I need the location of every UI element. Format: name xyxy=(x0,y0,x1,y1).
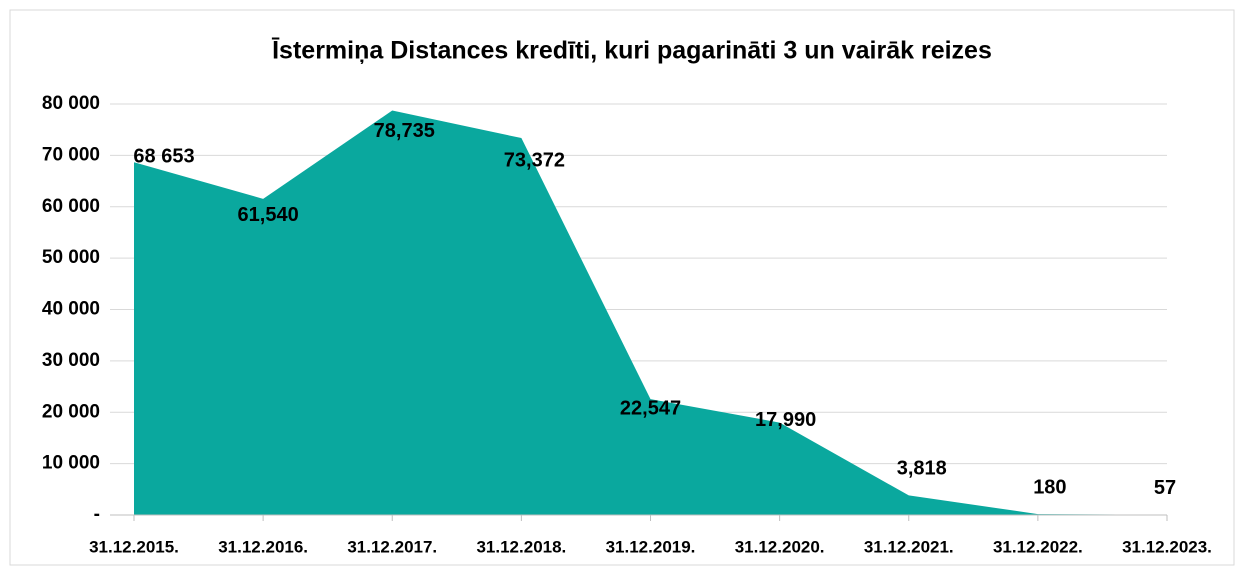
data-label: 17,990 xyxy=(755,409,816,431)
y-tick-label: 80 000 xyxy=(42,93,100,114)
y-tick-label: - xyxy=(94,504,100,525)
x-tick-label: 31.12.2016. xyxy=(218,537,308,556)
y-tick-label: 10 000 xyxy=(42,453,100,474)
x-tick-label: 31.12.2021. xyxy=(864,537,954,556)
y-tick-label: 70 000 xyxy=(42,144,100,165)
data-label: 22,547 xyxy=(620,397,681,419)
data-label: 61,540 xyxy=(238,204,299,226)
x-tick-label: 31.12.2022. xyxy=(993,537,1083,556)
data-label: 68 653 xyxy=(133,146,194,168)
x-tick-label: 31.12.2019. xyxy=(606,537,696,556)
data-label: 73,372 xyxy=(504,149,565,171)
data-label: 180 xyxy=(1033,476,1066,498)
area xyxy=(134,110,1167,516)
data-label: 57 xyxy=(1154,477,1176,499)
x-tick-label: 31.12.2023. xyxy=(1122,537,1212,556)
data-label: 3,818 xyxy=(897,458,947,480)
x-tick-label: 31.12.2015. xyxy=(89,537,179,556)
y-tick-label: 30 000 xyxy=(42,350,100,371)
y-tick-label: 60 000 xyxy=(42,196,100,217)
x-tick-label: 31.12.2020. xyxy=(735,537,825,556)
y-tick-label: 50 000 xyxy=(42,247,100,268)
y-tick-label: 40 000 xyxy=(42,299,100,320)
x-tick-label: 31.12.2017. xyxy=(347,537,437,556)
data-label: 78,735 xyxy=(374,120,435,142)
x-tick-label: 31.12.2018. xyxy=(476,537,566,556)
y-tick-label: 20 000 xyxy=(42,401,100,422)
chart-title: Īstermiņa Distances kredīti, kuri pagari… xyxy=(271,37,992,65)
